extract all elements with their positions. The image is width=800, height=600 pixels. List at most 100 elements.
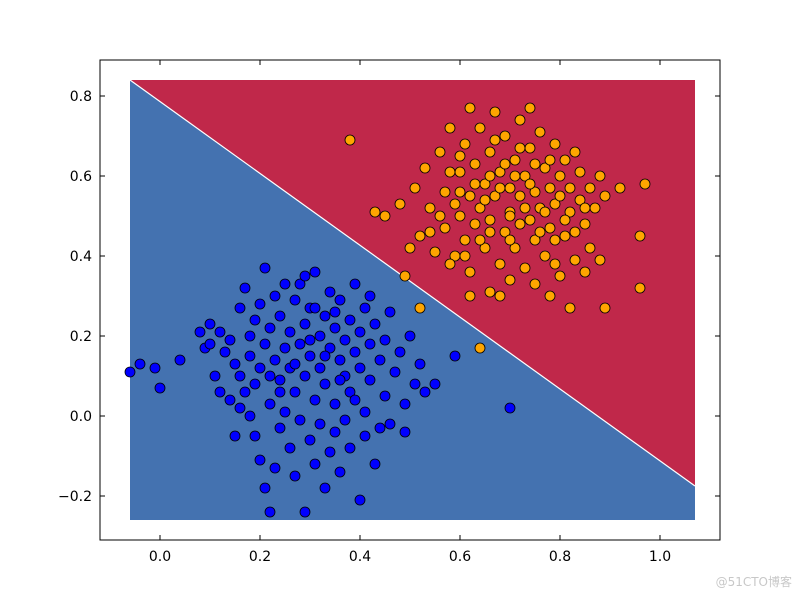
data-point-series-2 <box>489 190 501 202</box>
data-point-series-1 <box>309 266 321 278</box>
data-point-series-2 <box>494 182 506 194</box>
data-point-series-1 <box>274 374 286 386</box>
data-point-series-1 <box>224 334 236 346</box>
data-point-series-1 <box>319 310 331 322</box>
data-point-series-2 <box>569 254 581 266</box>
data-point-series-2 <box>434 210 446 222</box>
data-point-series-2 <box>444 166 456 178</box>
data-point-series-2 <box>539 162 551 174</box>
data-point-series-2 <box>424 202 436 214</box>
data-point-series-2 <box>514 114 526 126</box>
data-point-series-2 <box>569 226 581 238</box>
data-point-series-1 <box>329 306 341 318</box>
data-point-series-2 <box>509 242 521 254</box>
data-point-series-2 <box>524 178 536 190</box>
data-point-series-2 <box>529 186 541 198</box>
data-point-series-2 <box>504 234 516 246</box>
data-point-series-1 <box>254 454 266 466</box>
x-tick-label: 1.0 <box>649 549 671 565</box>
data-point-series-1 <box>309 302 321 314</box>
data-point-series-2 <box>409 182 421 194</box>
data-point-series-2 <box>589 202 601 214</box>
data-point-series-2 <box>464 290 476 302</box>
data-point-series-1 <box>154 382 166 394</box>
data-point-series-1 <box>309 458 321 470</box>
data-point-series-1 <box>244 350 256 362</box>
data-point-series-1 <box>349 346 361 358</box>
x-tick-label: 0.8 <box>549 549 571 565</box>
data-point-series-2 <box>549 198 561 210</box>
decision-boundary <box>129 79 696 487</box>
data-point-series-2 <box>509 154 521 166</box>
data-point-series-2 <box>514 218 526 230</box>
data-point-series-2 <box>454 210 466 222</box>
data-point-series-2 <box>429 246 441 258</box>
data-point-series-2 <box>519 262 531 274</box>
data-point-series-1 <box>319 378 331 390</box>
data-point-series-2 <box>639 178 651 190</box>
data-point-series-1 <box>279 278 291 290</box>
data-point-series-2 <box>509 170 521 182</box>
data-point-series-1 <box>374 422 386 434</box>
data-point-series-1 <box>304 334 316 346</box>
data-point-series-2 <box>464 102 476 114</box>
data-point-series-1 <box>204 338 216 350</box>
data-point-series-2 <box>474 122 486 134</box>
data-point-series-1 <box>214 326 226 338</box>
data-points <box>124 102 651 518</box>
data-point-series-1 <box>194 326 206 338</box>
data-point-series-1 <box>149 362 161 374</box>
data-point-series-2 <box>634 230 646 242</box>
data-point-series-2 <box>519 202 531 214</box>
data-point-series-2 <box>584 182 596 194</box>
data-point-series-1 <box>344 442 356 454</box>
data-point-series-1 <box>394 346 406 358</box>
data-point-series-1 <box>314 330 326 342</box>
data-point-series-1 <box>374 354 386 366</box>
y-tick-label: 0.2 <box>70 329 92 345</box>
data-point-series-1 <box>294 414 306 426</box>
data-point-series-1 <box>264 398 276 410</box>
data-point-series-1 <box>349 394 361 406</box>
data-point-series-1 <box>249 314 261 326</box>
data-point-series-2 <box>489 134 501 146</box>
data-point-series-2 <box>549 258 561 270</box>
data-point-series-2 <box>439 186 451 198</box>
data-point-series-1 <box>329 426 341 438</box>
data-point-series-1 <box>364 290 376 302</box>
data-point-series-1 <box>429 378 441 390</box>
data-point-series-2 <box>344 134 356 146</box>
data-point-series-2 <box>544 222 556 234</box>
data-point-series-2 <box>504 210 516 222</box>
data-point-series-2 <box>544 290 556 302</box>
data-point-series-1 <box>304 434 316 446</box>
data-point-series-1 <box>319 482 331 494</box>
data-point-series-2 <box>554 170 566 182</box>
watermark: @51CTO博客 <box>716 573 792 590</box>
data-point-series-2 <box>469 218 481 230</box>
data-point-series-2 <box>579 202 591 214</box>
data-point-series-1 <box>354 494 366 506</box>
data-point-series-1 <box>364 338 376 350</box>
data-point-series-1 <box>294 338 306 350</box>
data-point-series-2 <box>394 198 406 210</box>
data-point-series-2 <box>464 190 476 202</box>
data-point-series-1 <box>289 386 301 398</box>
data-point-series-1 <box>234 370 246 382</box>
data-point-series-1 <box>334 374 346 386</box>
data-point-series-2 <box>474 342 486 354</box>
plot-frame <box>99 59 721 541</box>
data-point-series-2 <box>484 170 496 182</box>
data-point-series-1 <box>449 350 461 362</box>
x-tick-label: 0.2 <box>249 549 271 565</box>
data-point-series-2 <box>634 282 646 294</box>
data-point-series-1 <box>244 330 256 342</box>
data-point-series-1 <box>274 422 286 434</box>
data-point-series-1 <box>354 326 366 338</box>
data-point-series-2 <box>579 218 591 230</box>
data-point-series-1 <box>204 318 216 330</box>
data-point-series-2 <box>559 214 571 226</box>
data-point-series-2 <box>574 166 586 178</box>
data-point-series-2 <box>484 214 496 226</box>
